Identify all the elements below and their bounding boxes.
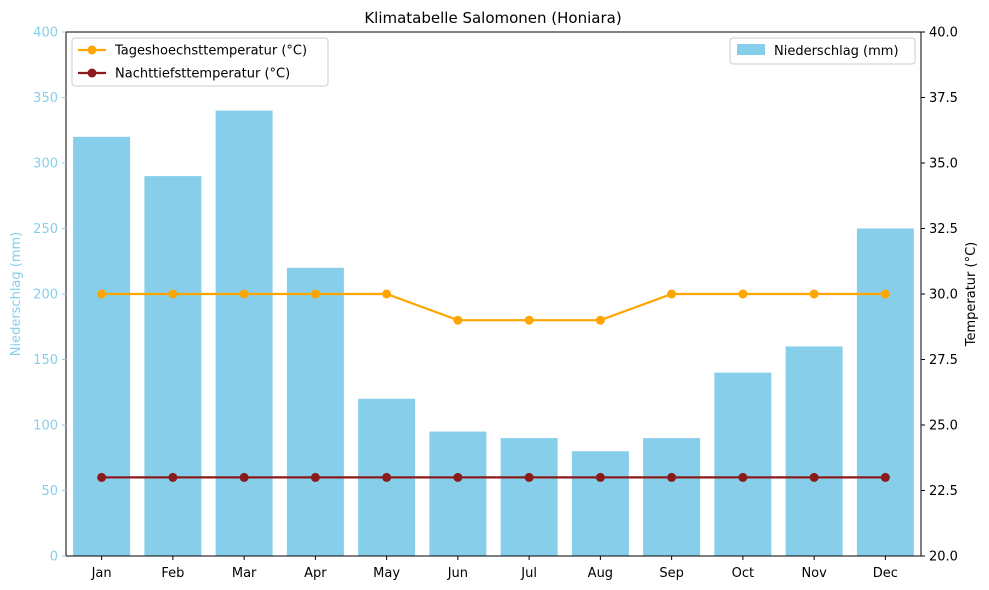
x-tick-label: Apr: [304, 566, 327, 581]
point-series-1-sep: [667, 289, 677, 299]
point-series-1-jul: [524, 315, 534, 325]
legend-box: [729, 37, 916, 65]
x-tick-label: Dec: [873, 566, 898, 581]
x-tick-label: Feb: [161, 566, 184, 581]
right-tick-label: 40.0: [929, 26, 958, 41]
point-series-1-mar: [239, 289, 249, 299]
legend-label: Niederschlag (mm): [774, 44, 899, 59]
point-series-1-dec: [880, 289, 890, 299]
left-tick-label: 100: [33, 419, 58, 434]
x-tick-label: Jun: [447, 566, 468, 581]
left-tick-label: 150: [33, 353, 58, 368]
point-series-2-oct: [738, 472, 748, 482]
right-tick-label: 22.5: [929, 484, 958, 499]
legend-box: [71, 37, 329, 87]
legend-marker: [87, 68, 97, 78]
point-series-1-aug: [595, 315, 605, 325]
left-tick-label: 400: [33, 26, 58, 41]
bar-sep: [643, 438, 701, 556]
right-tick-label: 27.5: [929, 353, 958, 368]
point-series-2-may: [382, 472, 392, 482]
left-tick-label: 0: [50, 550, 58, 565]
legend-bar-swatch: [737, 44, 765, 55]
right-tick-label: 25.0: [929, 419, 958, 434]
left-tick-label: 200: [33, 288, 58, 303]
x-tick-label: Sep: [659, 566, 684, 581]
bar-jul: [500, 438, 558, 556]
x-tick-label: Jan: [91, 566, 112, 581]
bar-jan: [73, 136, 131, 557]
point-series-1-feb: [168, 289, 178, 299]
x-tick-label: Aug: [588, 566, 613, 581]
legend-label: Nachttiefsttemperatur (°C): [115, 67, 290, 82]
right-tick-label: 37.5: [929, 91, 958, 106]
bar-oct: [714, 372, 772, 556]
bar-dec: [856, 228, 914, 556]
legend-marker: [87, 45, 97, 55]
legend-label: Tageshoechsttemperatur (°C): [114, 44, 307, 59]
x-tick-label: Nov: [801, 566, 827, 581]
chart-title: Klimatabelle Salomonen (Honiara): [364, 9, 621, 27]
point-series-1-nov: [809, 289, 819, 299]
x-tick-label: May: [373, 566, 400, 581]
bar-nov: [785, 346, 843, 556]
bar-jun: [429, 431, 487, 556]
right-tick-label: 20.0: [929, 550, 958, 565]
bar-apr: [286, 267, 344, 556]
point-series-1-apr: [310, 289, 320, 299]
left-tick-label: 300: [33, 157, 58, 172]
point-series-2-jun: [453, 472, 463, 482]
line-series-1: [101, 292, 886, 322]
bar-mar: [215, 110, 273, 556]
point-series-2-mar: [239, 472, 249, 482]
point-series-1-jun: [453, 315, 463, 325]
right-tick-label: 30.0: [929, 288, 958, 303]
left-tick-label: 350: [33, 91, 58, 106]
bar-aug: [571, 451, 629, 556]
left-tick-label: 250: [33, 222, 58, 237]
right-axis-label: Temperatur (°C): [964, 242, 979, 348]
x-tick-label: Mar: [232, 566, 257, 581]
legend-temperature: Tageshoechsttemperatur (°C) Nachttiefstte…: [71, 37, 329, 87]
legend-precipitation: Niederschlag (mm): [729, 37, 916, 65]
point-series-2-dec: [880, 472, 890, 482]
left-axis-label: Niederschlag (mm): [9, 232, 24, 357]
point-series-1-jan: [97, 289, 107, 299]
point-series-2-sep: [667, 472, 677, 482]
right-tick-label: 35.0: [929, 157, 958, 172]
point-series-1-oct: [738, 289, 748, 299]
bar-feb: [144, 176, 202, 556]
point-series-2-nov: [809, 472, 819, 482]
x-tick-label: Jul: [520, 566, 537, 581]
point-series-2-aug: [595, 472, 605, 482]
point-series-2-apr: [310, 472, 320, 482]
left-tick-label: 50: [41, 484, 58, 499]
point-series-2-jul: [524, 472, 534, 482]
point-series-2-feb: [168, 472, 178, 482]
point-series-1-may: [382, 289, 392, 299]
x-tick-label: Oct: [732, 566, 754, 581]
right-tick-label: 32.5: [929, 222, 958, 237]
point-series-2-jan: [97, 472, 107, 482]
